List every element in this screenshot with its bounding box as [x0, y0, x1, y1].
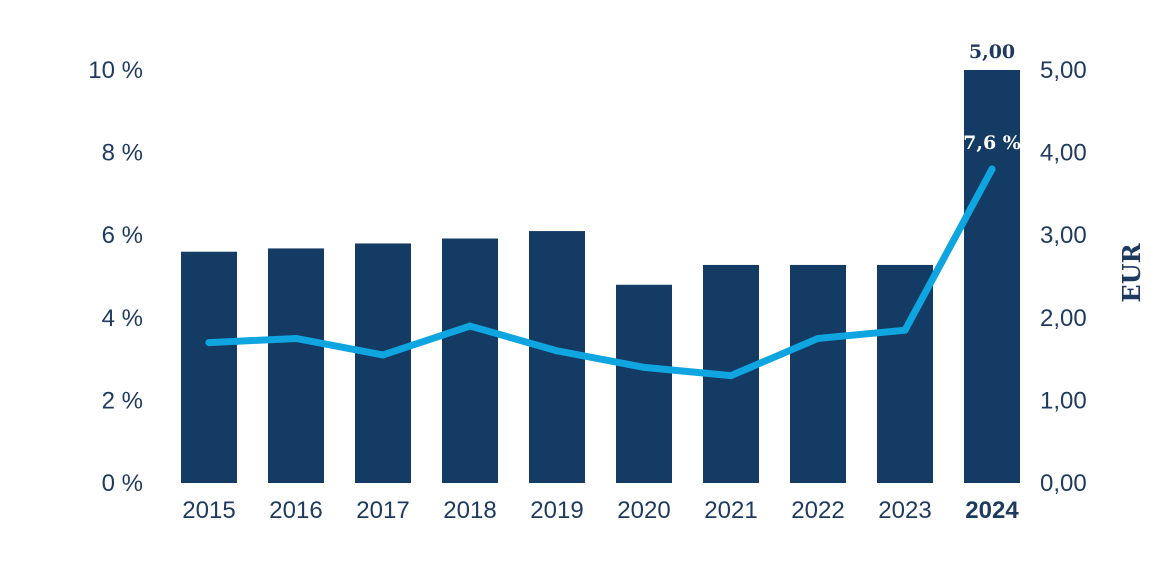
line-point-2021	[727, 372, 735, 380]
x-tick-label-2019: 2019	[530, 497, 583, 524]
bar-2015	[181, 251, 237, 483]
left-tick-label: 10 %	[88, 57, 143, 84]
bar-data-label: 5,00	[969, 41, 1015, 63]
line-point-2019	[553, 347, 561, 355]
right-tick-label: 2,00	[1040, 305, 1087, 332]
line-path	[205, 165, 996, 380]
left-tick-label: 0 %	[102, 470, 143, 497]
bar-2018	[442, 238, 498, 483]
right-axis-label: EUR	[1117, 242, 1146, 302]
right-tick-label: 5,00	[1040, 57, 1087, 84]
right-tick-label: 4,00	[1040, 140, 1087, 167]
line-point-2015	[205, 339, 213, 347]
right-axis-ticks: 0,00 1,00 2,00 3,00 4,00 5,00	[1040, 57, 1087, 497]
left-tick-label: 2 %	[102, 387, 143, 414]
x-tick-label-2020: 2020	[617, 497, 670, 524]
x-tick-label-2024: 2024	[965, 497, 1019, 524]
right-tick-label: 1,00	[1040, 387, 1087, 414]
line-point-2016	[292, 334, 300, 342]
bar-2016	[268, 248, 324, 483]
left-tick-label: 4 %	[102, 305, 143, 332]
left-tick-label: 6 %	[102, 222, 143, 249]
line-point-2020	[640, 363, 648, 371]
x-tick-label-2022: 2022	[791, 497, 844, 524]
bar-2024	[964, 70, 1020, 483]
x-tick-label-2021: 2021	[704, 497, 757, 524]
line-point-2024	[988, 165, 996, 173]
line-data-label: 7,6 %	[963, 132, 1021, 154]
right-tick-label: 0,00	[1040, 470, 1087, 497]
data-labels: 5,00 7,6 %	[963, 41, 1021, 154]
bar-2017	[355, 243, 411, 483]
line-point-2023	[901, 326, 909, 334]
line-point-2018	[466, 322, 474, 330]
x-tick-label-2015: 2015	[182, 497, 235, 524]
x-tick-label-2018: 2018	[443, 497, 496, 524]
x-tick-label-2017: 2017	[356, 497, 409, 524]
line-series	[205, 165, 996, 380]
x-axis-ticks: 2015 2016 2017 2018 2019 2020 2021 2022 2023 2024	[182, 497, 1019, 524]
x-tick-label-2016: 2016	[269, 497, 322, 524]
bar-2020	[616, 284, 672, 483]
line-point-2017	[379, 351, 387, 359]
bar-2022	[790, 264, 846, 483]
left-axis-ticks: 0 % 2 % 4 % 6 % 8 % 10 %	[88, 57, 143, 497]
left-tick-label: 8 %	[102, 140, 143, 167]
line-point-2022	[814, 334, 822, 342]
x-tick-label-2023: 2023	[878, 497, 931, 524]
bar-series	[181, 70, 1020, 483]
right-tick-label: 3,00	[1040, 222, 1087, 249]
